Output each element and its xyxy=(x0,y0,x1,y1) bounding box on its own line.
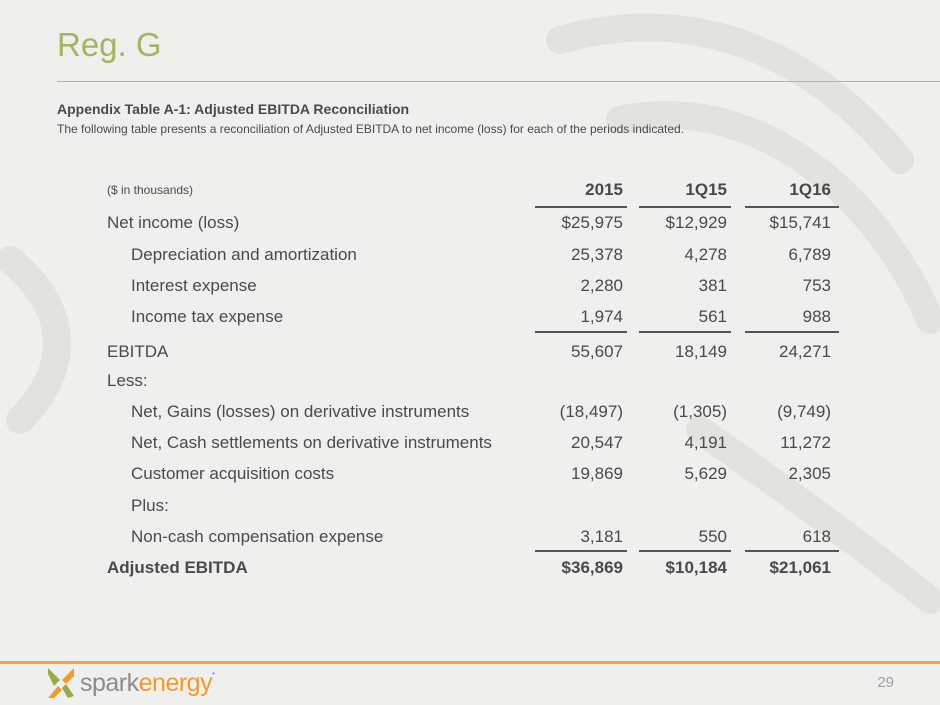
cell-value: 2,305 xyxy=(788,464,831,483)
total-rule xyxy=(535,550,627,552)
row-label-net-income: Net income (loss) xyxy=(107,213,240,232)
cell-value: 20,547 xyxy=(571,433,623,452)
total-rule xyxy=(745,550,839,552)
row-label-cash-settlements: Net, Cash settlements on derivative inst… xyxy=(131,433,492,452)
cell-value: 753 xyxy=(802,276,831,295)
column-header-1q16: 1Q16 xyxy=(789,180,831,199)
cell-value: (1,305) xyxy=(673,402,727,421)
header-underline xyxy=(745,206,839,208)
table-heading: Appendix Table A-1: Adjusted EBITDA Reco… xyxy=(57,101,410,117)
cell-value: 550 xyxy=(698,527,727,546)
header-underline xyxy=(639,206,731,208)
slide-title: Reg. G xyxy=(57,26,162,63)
subtotal-rule xyxy=(745,331,839,333)
cell-value: 25,378 xyxy=(571,245,623,264)
page-number: 29 xyxy=(877,674,894,691)
cell-value: $36,869 xyxy=(561,558,623,577)
cell-value: $12,929 xyxy=(665,213,727,232)
cell-value: (18,497) xyxy=(559,402,623,421)
cell-value: 381 xyxy=(698,276,727,295)
cell-value: 5,629 xyxy=(684,464,727,483)
cell-value: $21,061 xyxy=(769,558,831,577)
cell-value: 1,974 xyxy=(580,307,623,326)
spark-energy-logo-icon xyxy=(48,668,74,698)
cell-value: 561 xyxy=(698,307,727,326)
cell-value: 618 xyxy=(802,527,831,546)
row-label-adjusted-ebitda: Adjusted EBITDA xyxy=(107,558,248,577)
cell-value: 3,181 xyxy=(580,527,623,546)
cell-value: 55,607 xyxy=(571,342,623,361)
subtotal-rule xyxy=(535,331,627,333)
subtotal-rule xyxy=(639,331,731,333)
row-label-less: Less: xyxy=(107,371,148,390)
column-header-1q15: 1Q15 xyxy=(685,180,727,199)
row-label-depreciation: Depreciation and amortization xyxy=(131,245,357,264)
row-label-interest-expense: Interest expense xyxy=(131,276,257,295)
cell-value: 4,278 xyxy=(684,245,727,264)
logo-wordmark: sparkenergy• xyxy=(80,669,215,698)
cell-value: 18,149 xyxy=(675,342,727,361)
logo-trademark: • xyxy=(212,669,215,678)
cell-value: (9,749) xyxy=(777,402,831,421)
title-divider xyxy=(57,81,940,82)
cell-value: 19,869 xyxy=(571,464,623,483)
row-label-ebitda: EBITDA xyxy=(107,342,169,361)
footer-divider xyxy=(0,661,940,664)
units-label: ($ in thousands) xyxy=(107,183,194,197)
column-header-2015: 2015 xyxy=(585,180,623,199)
cell-value: $15,741 xyxy=(769,213,831,232)
logo-text-energy: energy xyxy=(138,669,213,697)
cell-value: $10,184 xyxy=(665,558,727,577)
cell-value: $25,975 xyxy=(561,213,623,232)
row-label-non-cash-comp: Non-cash compensation expense xyxy=(131,527,384,546)
cell-value: 988 xyxy=(802,307,831,326)
header-underline xyxy=(535,206,627,208)
row-label-customer-acquisition: Customer acquisition costs xyxy=(131,464,335,483)
logo-text-spark: spark xyxy=(80,669,139,697)
row-label-gains-losses: Net, Gains (losses) on derivative instru… xyxy=(131,402,470,421)
row-label-income-tax: Income tax expense xyxy=(131,307,284,326)
cell-value: 2,280 xyxy=(580,276,623,295)
row-label-plus: Plus: xyxy=(131,496,169,515)
cell-value: 11,272 xyxy=(780,433,831,452)
total-rule xyxy=(639,550,731,552)
cell-value: 24,271 xyxy=(779,342,831,361)
cell-value: 6,789 xyxy=(788,245,831,264)
cell-value: 4,191 xyxy=(684,433,727,452)
table-description: The following table presents a reconcili… xyxy=(57,122,685,136)
